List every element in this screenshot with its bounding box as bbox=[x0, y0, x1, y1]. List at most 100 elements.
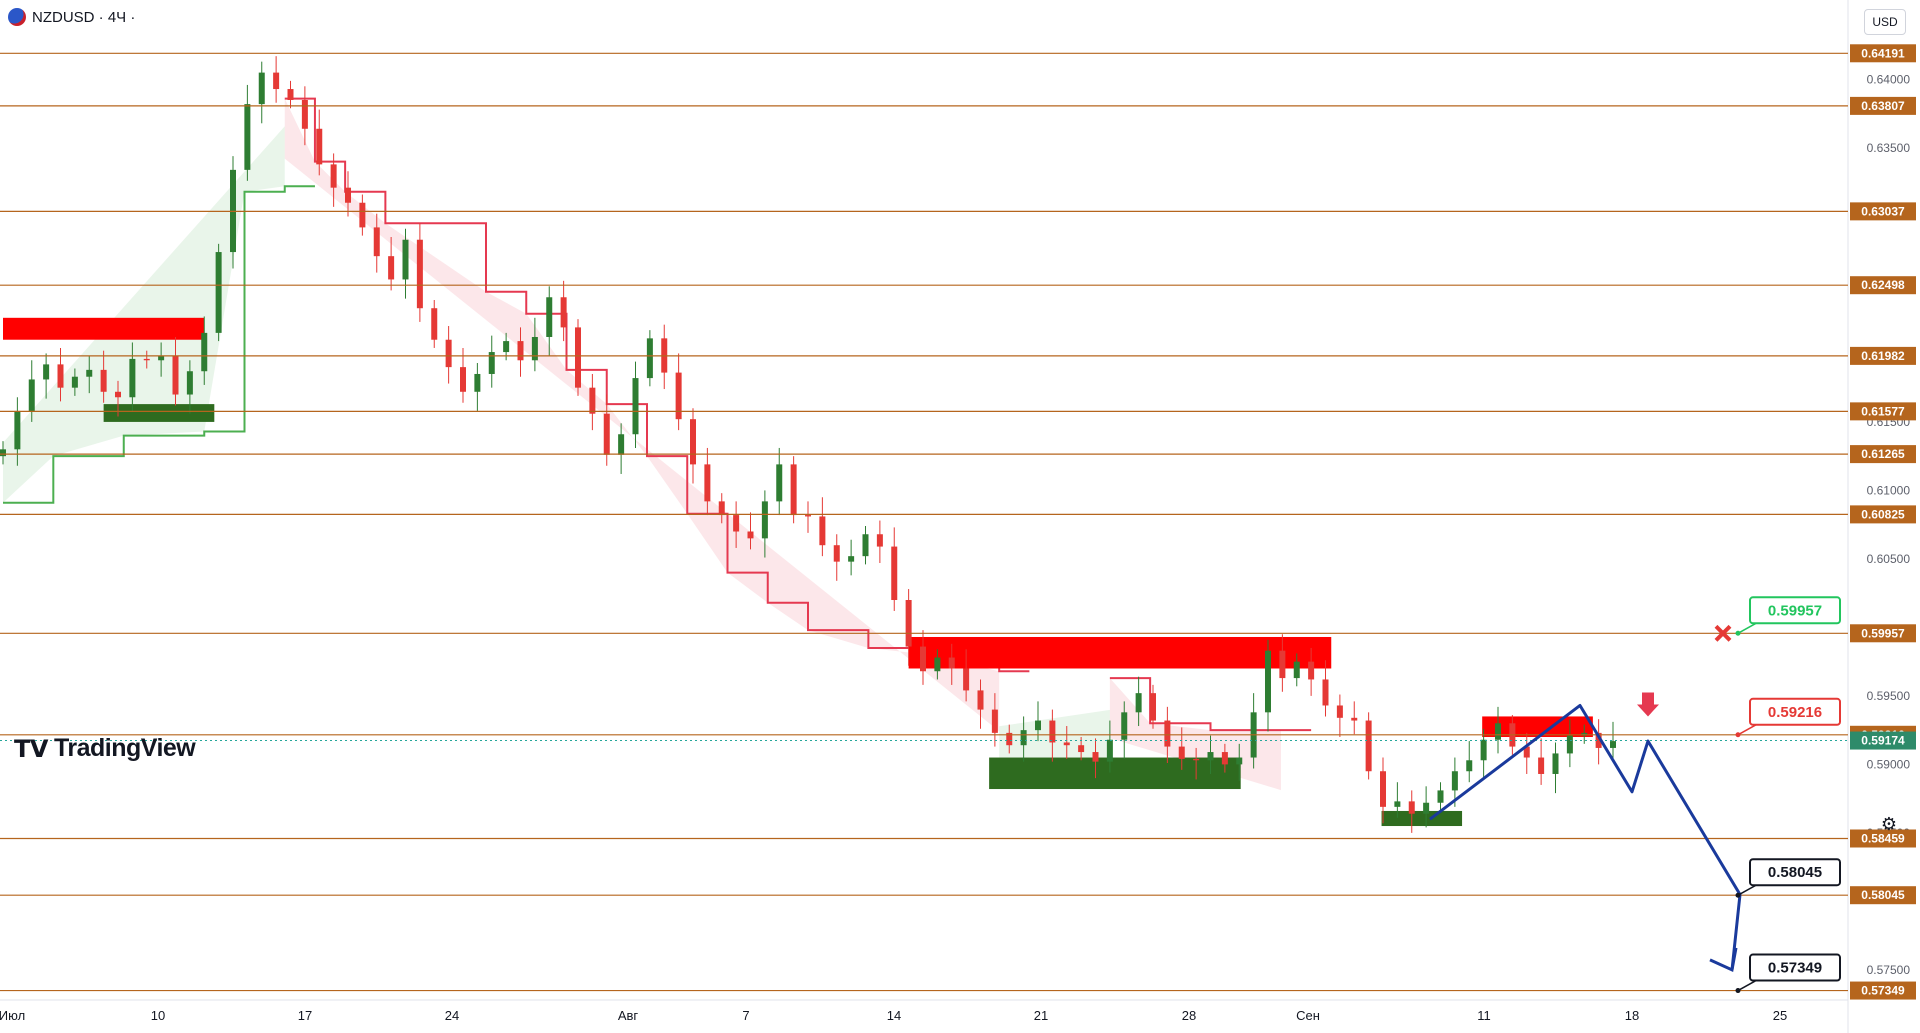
trailing-stop-band bbox=[3, 126, 285, 503]
candle-body bbox=[517, 341, 524, 361]
chart-header[interactable]: NZDUSD · 4Ч · bbox=[8, 8, 135, 26]
level-tag-label: 0.61577 bbox=[1861, 404, 1905, 418]
candle-body bbox=[158, 356, 165, 361]
candle-body bbox=[1279, 650, 1286, 679]
candle-body bbox=[1236, 757, 1243, 765]
x-tick-label: Сен bbox=[1296, 1008, 1320, 1023]
callout-label: 0.57349 bbox=[1768, 960, 1822, 977]
candle-body bbox=[546, 297, 553, 337]
supply-zone bbox=[3, 317, 205, 340]
level-tag-label: 0.63807 bbox=[1861, 99, 1905, 113]
candle-body bbox=[316, 128, 323, 165]
candle-body bbox=[86, 369, 93, 377]
candle-body bbox=[862, 534, 869, 557]
candle-body bbox=[1538, 757, 1545, 774]
candle-body bbox=[1566, 735, 1573, 754]
candle-body bbox=[345, 187, 351, 203]
candle-body bbox=[1451, 771, 1458, 791]
candle-body bbox=[71, 376, 78, 388]
invalidation-cross-icon bbox=[1714, 624, 1732, 642]
candle-body bbox=[1035, 720, 1041, 731]
candle-body bbox=[1063, 742, 1070, 746]
candle-body bbox=[43, 364, 50, 380]
supply-zone bbox=[908, 636, 1332, 669]
x-tick-label: 24 bbox=[445, 1008, 459, 1023]
candle-body bbox=[589, 387, 596, 414]
callout-label: 0.59216 bbox=[1768, 704, 1822, 721]
candle-body bbox=[991, 709, 998, 733]
callout-pointer bbox=[1737, 884, 1757, 896]
x-tick-label: 11 bbox=[1477, 1008, 1491, 1023]
candle-body bbox=[646, 338, 653, 379]
candle-body bbox=[1595, 732, 1602, 748]
candle-body bbox=[531, 336, 538, 361]
candle-body bbox=[1265, 650, 1271, 713]
level-tag bbox=[1850, 829, 1916, 848]
candle-body bbox=[776, 464, 783, 502]
candle-body bbox=[1135, 693, 1142, 713]
candle-body bbox=[1193, 758, 1200, 761]
level-tag-label: 0.58459 bbox=[1861, 831, 1905, 845]
level-tag bbox=[1850, 276, 1916, 295]
x-tick-label: 10 bbox=[151, 1008, 165, 1023]
currency-selector[interactable]: USD bbox=[1864, 9, 1906, 35]
level-tag-label: 0.61265 bbox=[1861, 447, 1905, 461]
tradingview-logo: TV TradingView bbox=[14, 734, 196, 763]
candle-body bbox=[1020, 730, 1027, 746]
candle-body bbox=[402, 239, 409, 280]
candle-body bbox=[1293, 661, 1300, 679]
x-tick-label: 14 bbox=[887, 1008, 901, 1023]
candle-body bbox=[129, 358, 136, 398]
projection-path bbox=[1429, 703, 1742, 971]
candle-body bbox=[718, 501, 725, 516]
callout-anchor-dot bbox=[1735, 892, 1741, 898]
candle-body bbox=[1322, 679, 1329, 706]
current-price-tag bbox=[1850, 731, 1916, 750]
candle-body bbox=[14, 410, 21, 450]
x-tick-label: 7 bbox=[742, 1008, 749, 1023]
level-tag bbox=[1850, 402, 1916, 421]
callout-pointer bbox=[1737, 724, 1757, 736]
candle-body bbox=[359, 202, 366, 228]
candle-body bbox=[704, 464, 711, 502]
candle-body bbox=[761, 501, 768, 539]
candle-body bbox=[1423, 802, 1430, 814]
chart-settings-gear-icon[interactable]: ⚙ bbox=[1880, 814, 1898, 834]
candle-body bbox=[876, 534, 883, 547]
candle-body bbox=[488, 352, 495, 374]
level-tag-label: 0.61982 bbox=[1861, 349, 1905, 363]
candle-body bbox=[1092, 752, 1099, 762]
candle-body bbox=[1365, 720, 1372, 772]
x-tick-label: 18 bbox=[1625, 1008, 1639, 1023]
level-tag-label: 0.59957 bbox=[1861, 626, 1905, 640]
candle-body bbox=[330, 164, 337, 188]
candle-body bbox=[632, 378, 639, 435]
level-tag-label: 0.57349 bbox=[1861, 984, 1905, 998]
level-tag bbox=[1850, 445, 1916, 464]
trailing-stop-up bbox=[3, 185, 315, 504]
callout-pointer bbox=[1737, 622, 1757, 634]
callout-box bbox=[1749, 596, 1841, 625]
level-tag-label: 0.60825 bbox=[1861, 507, 1905, 521]
level-tag-label: 0.64191 bbox=[1861, 46, 1905, 60]
demand-zone bbox=[1381, 810, 1463, 827]
level-tag bbox=[1850, 346, 1916, 365]
candle-body bbox=[963, 668, 970, 691]
candle-body bbox=[0, 449, 6, 457]
candle-body bbox=[1006, 732, 1013, 746]
candle-body bbox=[575, 327, 581, 388]
candle-body bbox=[301, 100, 308, 129]
candle-body bbox=[1308, 661, 1315, 680]
y-tick-label: 0.61000 bbox=[1867, 483, 1911, 497]
level-tag-label: 0.62498 bbox=[1861, 278, 1905, 292]
level-tag bbox=[1850, 202, 1916, 221]
projection-arrowhead bbox=[1709, 947, 1738, 973]
candle-body bbox=[891, 546, 898, 600]
candle-body bbox=[186, 371, 193, 395]
candle-body bbox=[503, 341, 510, 353]
candle-body bbox=[1207, 752, 1214, 761]
level-tag bbox=[1850, 981, 1916, 1000]
candle-body bbox=[977, 690, 984, 710]
y-tick-label: 0.64000 bbox=[1867, 72, 1911, 86]
